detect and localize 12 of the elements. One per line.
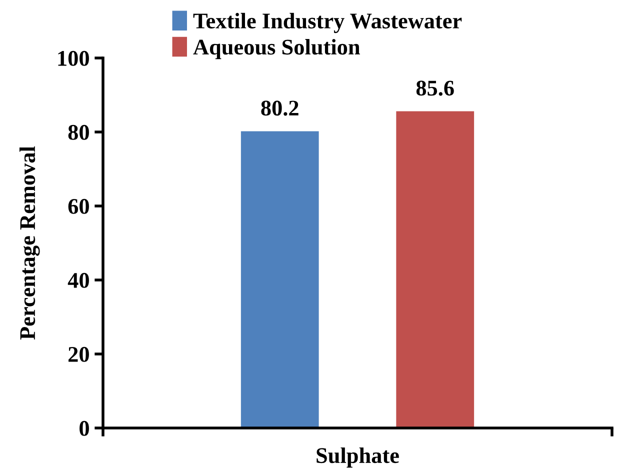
legend-label: Aqueous Solution [193, 38, 360, 60]
y-tick-label: 20 [68, 346, 89, 362]
x-tick-label: Sulphate [316, 447, 399, 468]
y-axis-title: Percentage Removal [19, 146, 40, 340]
data-label: 85.6 [416, 80, 454, 96]
y-tick-label: 40 [68, 272, 89, 288]
y-tick-label: 0 [80, 420, 89, 436]
legend-label: Textile Industry Wastewater [193, 12, 462, 34]
y-tick-label: 100 [58, 50, 89, 66]
data-label: 80.2 [261, 100, 298, 116]
y-tick-label: 80 [68, 124, 89, 140]
y-tick-label: 60 [68, 198, 89, 214]
